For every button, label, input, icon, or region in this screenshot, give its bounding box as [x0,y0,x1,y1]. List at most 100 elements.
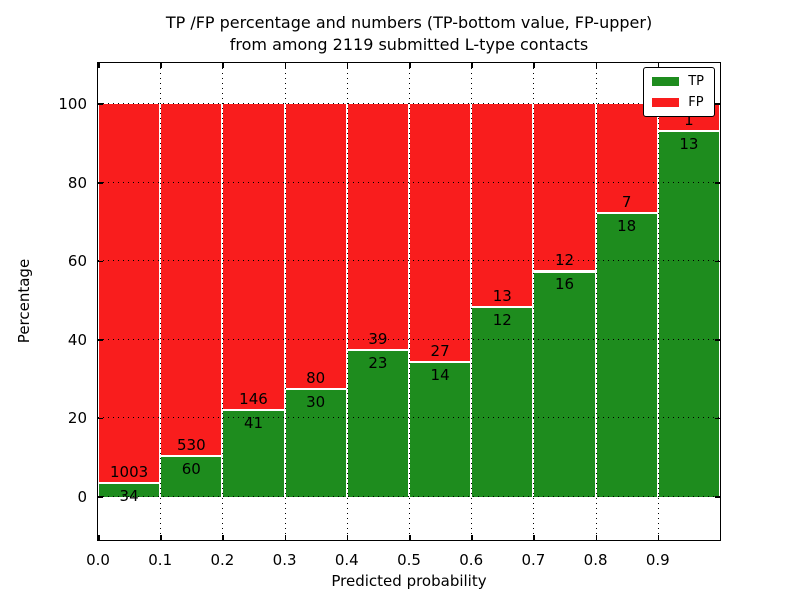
x-tick-label: 0.3 [272,551,297,569]
x-tick-label: 0.7 [521,551,546,569]
x-tick-mark [284,535,287,540]
fp-bar-segment [285,104,346,390]
tp-bar-segment [223,410,284,497]
y-tick-mark [715,103,720,105]
tp-bar-segment [534,272,595,497]
x-gridline [346,63,348,540]
tp-count-label: 18 [617,217,637,236]
tp-count-label: 41 [243,413,264,432]
fp-bar-segment [161,104,222,457]
fp-bar-segment [347,104,408,352]
tp-swatch-icon [652,77,680,86]
x-gridline [533,63,535,540]
fp-bar-segment [534,104,595,273]
y-tick-label: 100 [58,95,87,114]
y-tick-label: 40 [67,330,87,349]
fp-bar-segment [223,104,284,411]
x-tick-mark [222,535,224,540]
x-tick-mark [346,63,349,68]
legend-label-tp: TP [688,74,704,89]
x-tick-mark [657,535,660,540]
x-tick-mark [409,63,411,68]
x-gridline [471,63,473,540]
fp-count-label: 27 [430,341,450,360]
fp-count-label: 13 [492,287,512,306]
x-tick-label: 0.1 [148,551,173,569]
chart-title-line2: from among 2119 submitted L-type contact… [229,35,589,54]
legend-entry-tp: TP [652,75,704,88]
fp-count-label: 1 [684,111,694,130]
fp-bar-segment [99,104,160,484]
x-gridline [595,63,597,540]
fp-bar-segment [472,104,533,309]
y-tick-mark [98,496,103,498]
fp-count-label: 12 [554,251,575,270]
y-tick-mark [715,339,720,341]
y-tick-label: 80 [67,173,87,192]
x-gridline [160,63,162,540]
fp-count-label: 530 [176,435,206,454]
y-tick-mark [715,496,720,498]
chart-title-line1: TP /FP percentage and numbers (TP-bottom… [165,13,653,32]
y-axis-label: Percentage [15,258,33,344]
tp-count-label: 60 [181,459,201,478]
y-tick-mark [98,339,103,341]
y-tick-mark [98,417,103,420]
tp-bar-segment [596,214,657,497]
plot-area: 1003 34 530 60 146 41 80 30 39 23 27 14 13 12 12 16 7 18 1… [58,62,721,569]
tp-bar-segment [285,389,346,497]
fp-count-label: 146 [239,389,268,408]
y-tick-mark [715,182,720,184]
x-tick-label: 0.4 [334,551,359,569]
x-tick-label: 0.9 [645,551,670,569]
x-tick-mark [471,535,473,540]
x-tick-mark [471,63,473,68]
tp-count-label: 12 [492,311,512,330]
fp-count-label: 1003 [110,462,149,481]
x-tick-mark [284,63,287,68]
x-tick-mark [533,535,535,540]
tp-bar-segment [99,483,160,497]
x-tick-label: 0.5 [397,551,421,569]
y-tick-mark [98,103,103,105]
y-tick-mark [98,182,103,184]
fp-count-label: 39 [368,330,388,349]
tp-count-label: 30 [306,392,326,411]
tp-count-label: 16 [554,275,575,294]
x-gridline [409,63,410,540]
x-tick-mark [222,63,224,68]
y-tick-label: 20 [67,409,87,428]
x-tick-label: 0.8 [583,551,608,569]
fp-count-label: 80 [306,368,326,387]
x-tick-label: 0.6 [459,551,484,569]
tp-count-label: 14 [430,365,450,384]
x-tick-mark [657,63,660,68]
legend-label-fp: FP [688,95,704,110]
x-tick-mark [595,535,598,540]
x-tick-mark [98,63,100,68]
tp-count-label: 13 [679,135,699,154]
tp-bar-segment [347,351,408,497]
tp-bar-segment [472,308,533,497]
x-tick-mark [346,535,349,540]
fp-bar-segment [596,104,657,215]
x-gridline [284,63,286,540]
x-gridline [657,63,659,540]
y-tick-mark [98,260,103,263]
legend-entry-fp: FP [652,96,704,109]
y-tick-mark [715,417,720,420]
tp-bar-segment [658,132,719,497]
x-tick-mark [160,535,162,540]
fp-swatch-icon [652,98,680,107]
x-tick-label: 0.2 [210,551,235,569]
fp-bar-segment [410,104,471,363]
chart-title: TP /FP percentage and numbers (TP-bottom… [97,12,721,56]
tp-bar-segment [161,456,222,497]
tp-count-label: 23 [368,354,388,373]
tp-count-label: 34 [119,486,139,505]
legend: TP FP [643,67,715,117]
x-tick-mark [409,535,411,540]
fp-count-label: 7 [621,193,632,212]
y-tick-label: 60 [67,252,87,271]
x-tick-mark [595,63,598,68]
